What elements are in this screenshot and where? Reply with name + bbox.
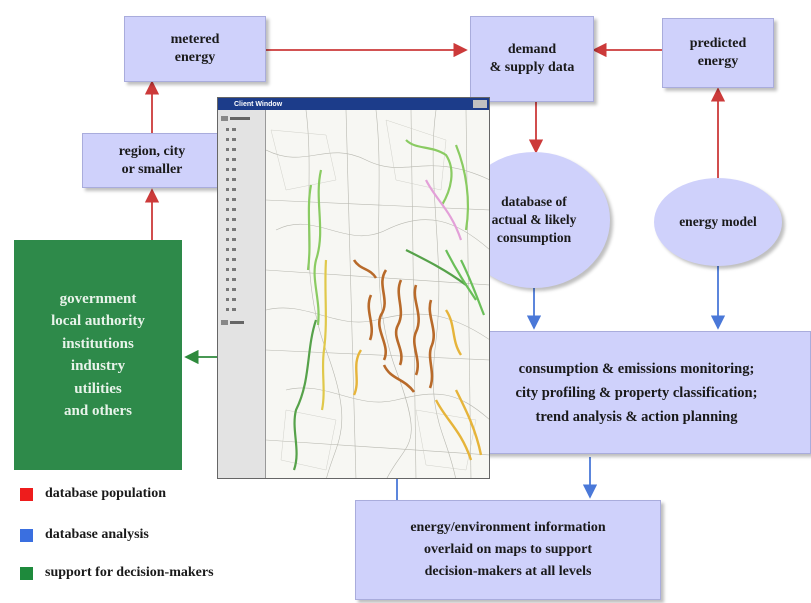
predicted-energy-box: predicted energy [662,18,774,88]
legend-item-support: support for decision-makers [20,564,214,582]
region-city-box: region, city or smaller [82,133,222,188]
legend-swatch-analysis [20,528,33,542]
map-window-title: Client Window [234,100,283,108]
legend-item-analysis: database analysis [20,526,149,544]
legend-label-support: support for decision-makers [45,565,214,580]
information-box: energy/environment information overlaid … [355,500,661,600]
demand-supply-box: demand & supply data [470,16,594,102]
legend-label-analysis: database analysis [45,527,149,542]
map-layer-panel [218,110,266,478]
energy-model-node: energy model [654,178,782,266]
layer-list-icon [221,116,250,325]
city-map-image [266,110,489,478]
map-window-titlebar: Client Window [218,98,489,110]
window-close-icon[interactable] [473,100,487,108]
legend-swatch-support [20,566,33,580]
legend-swatch-population [20,487,33,501]
map-canvas[interactable] [266,110,489,478]
monitoring-box: consumption & emissions monitoring; city… [462,331,811,454]
stakeholders-box: government local authority institutions … [14,240,182,470]
legend-label-population: database population [45,486,166,501]
legend-item-population: database population [20,485,166,503]
map-window: Client Window [217,97,490,479]
metered-energy-box: metered energy [124,16,266,82]
